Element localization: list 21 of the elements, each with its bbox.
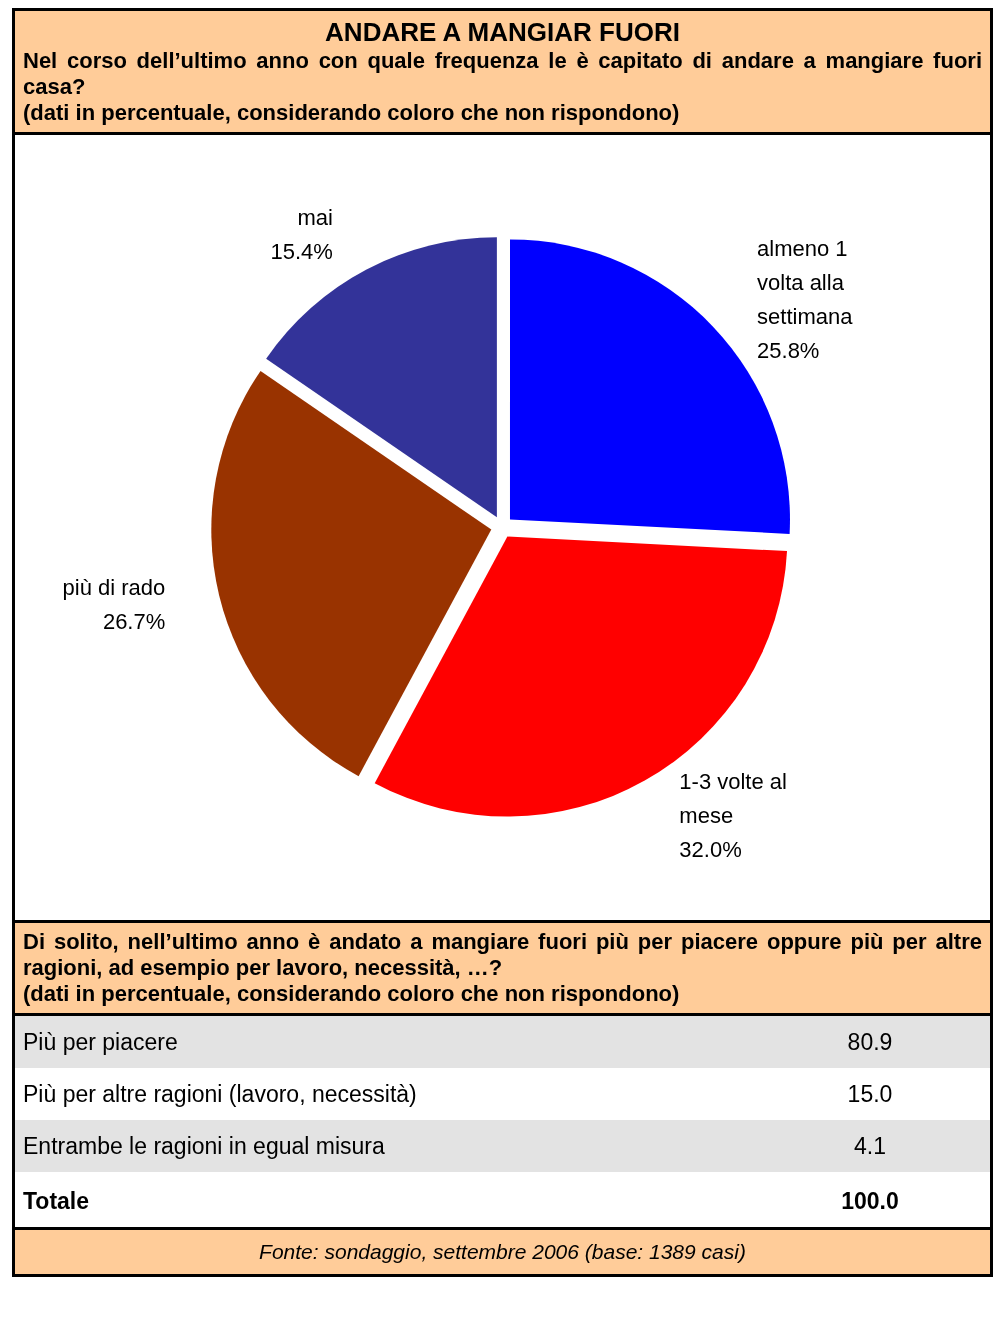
data-label: 15.4% xyxy=(270,238,333,264)
category-label: Più per altre ragioni (lavoro, necessità) xyxy=(22,1080,418,1108)
slice-label: 1-3 volte al mese xyxy=(679,768,794,828)
category-label: Entrambe le ragioni in egual misura xyxy=(22,1132,386,1160)
text: (dati in percentuale, considerando coloro che non rispondono) xyxy=(23,981,681,1007)
category-label: Totale xyxy=(22,1187,91,1215)
source-note: Fonte: sondaggio, settembre 2006 (base: 1389 casi) xyxy=(15,1227,990,1274)
category-label: Più per piacere xyxy=(22,1028,179,1056)
slice-label: mai xyxy=(297,204,333,230)
data-label: 4.1 xyxy=(853,1132,887,1160)
slice-label: più di rado xyxy=(62,575,166,601)
data-label: 100.0 xyxy=(840,1187,900,1215)
data-label: 80.9 xyxy=(846,1028,894,1056)
data-label: 26.7% xyxy=(102,609,166,635)
slice-label: almeno 1 volta alla settimana xyxy=(757,235,854,329)
data-label: 25.8% xyxy=(757,337,820,363)
data-label: 32.0% xyxy=(679,836,742,862)
chart-subtitle: Nel corso dell’ultimo anno con quale frequenza le è capitato di andare a mangiare fuori casa? (dati in percentuale, considerando coloro che non rispondono) xyxy=(23,48,982,126)
text: Di solito, nell’ultimo anno è andato a mangiare fuori più per piacere oppure più per altre ragioni, ad esempio per lavoro, necessità, …? xyxy=(23,929,982,981)
chart-title: ANDARE A MANGIAR FUORI xyxy=(324,17,681,48)
data-label: 15.0 xyxy=(846,1080,894,1108)
